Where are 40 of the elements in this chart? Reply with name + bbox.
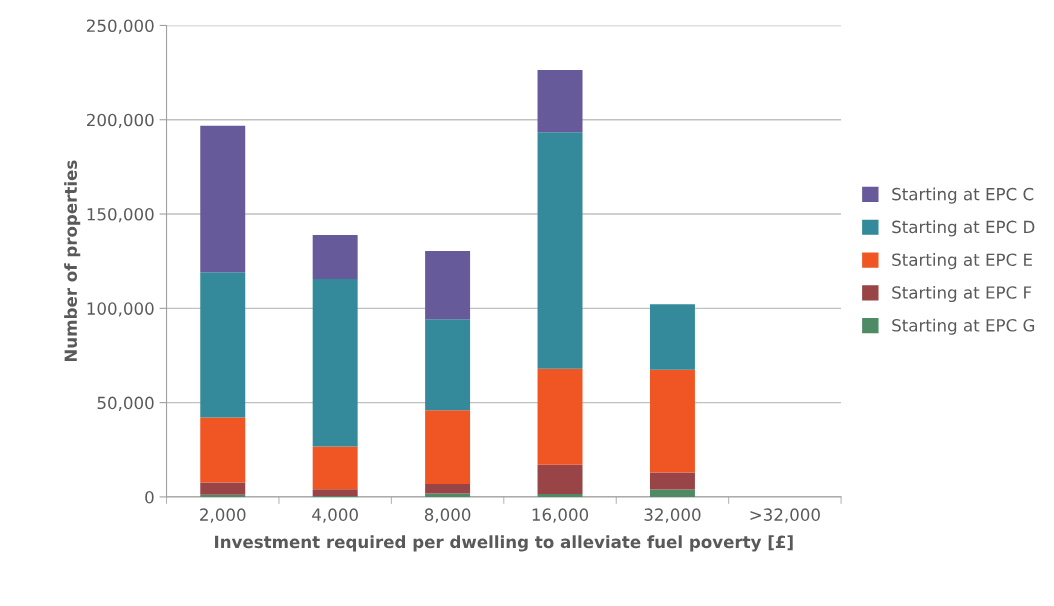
legend-label: Starting at EPC C	[892, 187, 1034, 204]
bar	[649, 369, 695, 473]
bar	[312, 489, 358, 496]
x-axis-title: Investment required per dwelling to alleviate fuel poverty [£]	[215, 535, 793, 552]
bar	[537, 368, 583, 465]
bar	[649, 304, 695, 370]
bar	[537, 493, 583, 497]
y-tick-label: 150,000	[87, 208, 154, 223]
bar	[200, 417, 246, 483]
bar	[537, 69, 583, 133]
x-tick-label: 8,000	[424, 508, 471, 523]
x-tick-label: 32,000	[644, 508, 701, 523]
bar	[537, 464, 583, 494]
legend-label: Starting at EPC D	[892, 220, 1035, 237]
y-tick-label: 250,000	[87, 19, 154, 34]
bar	[425, 319, 471, 411]
bar	[649, 489, 695, 497]
y-tick-label: 0	[145, 490, 154, 504]
bar	[200, 125, 246, 273]
x-tick-label: 4,000	[312, 508, 358, 523]
bar	[312, 234, 358, 279]
legend-label: Starting at EPC E	[892, 253, 1032, 270]
y-tick-label: 50,000	[97, 396, 154, 411]
y-axis-title: Number of properties	[64, 160, 81, 362]
bar	[649, 472, 695, 490]
bar	[312, 446, 358, 490]
bar	[537, 132, 583, 369]
bar	[425, 251, 471, 320]
legend-label: Starting at EPC G	[892, 318, 1035, 335]
legend-label: Starting at EPC F	[892, 285, 1032, 303]
bar	[425, 483, 471, 494]
y-tick-label: 100,000	[87, 302, 154, 317]
bar	[200, 482, 246, 495]
x-tick-label: 16,000	[532, 508, 589, 523]
bar	[312, 278, 358, 447]
x-tick-label: 2,000	[200, 508, 246, 523]
bar	[425, 410, 471, 484]
y-tick-label: 200,000	[87, 113, 154, 129]
bar	[200, 272, 246, 418]
x-tick-label: >32,000	[750, 508, 820, 523]
